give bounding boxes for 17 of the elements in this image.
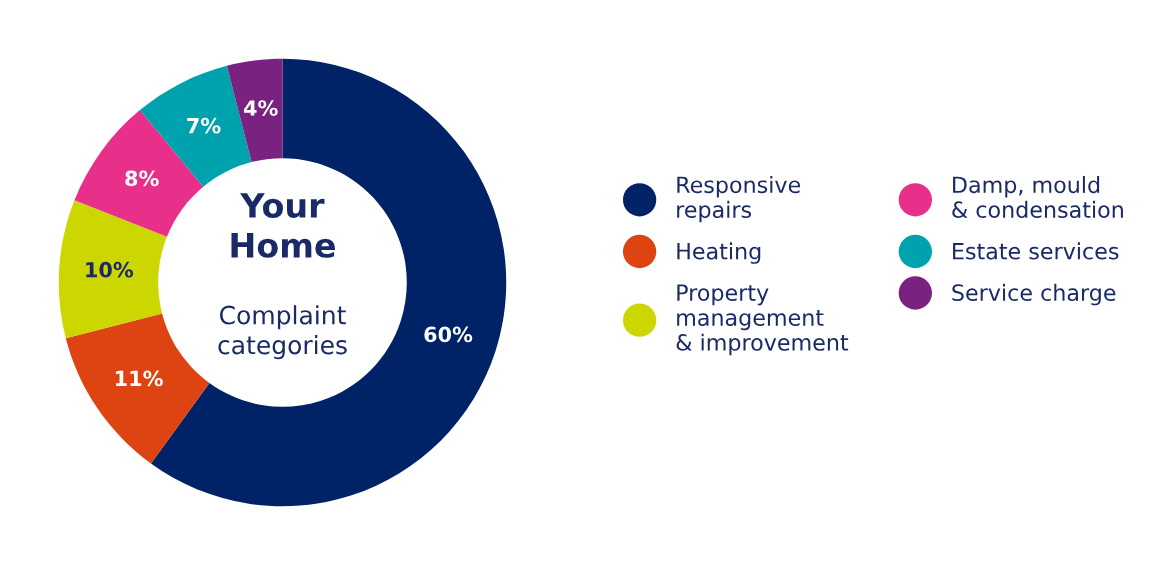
donut-slice (226, 58, 283, 163)
donut-slice (58, 200, 167, 339)
data-label: 11% (115, 370, 163, 387)
data-label: 10% (86, 261, 134, 278)
legend-label: Heating (677, 242, 761, 264)
legend-label: Damp, mould & condensation (952, 175, 1123, 219)
data-label: 7% (187, 117, 221, 134)
legend-label: Estate services (953, 242, 1119, 260)
legend-label: Responsive repairs (677, 175, 801, 223)
legend-label: Property management & improvement (676, 284, 849, 356)
data-label: 8% (125, 170, 159, 187)
data-label: 4% (243, 100, 278, 116)
text: Complaint categories (218, 305, 347, 360)
legend-label: Service charge (952, 283, 1116, 306)
donut-slice (65, 313, 210, 464)
data-label: 60% (424, 326, 473, 343)
text: Your Home (231, 193, 335, 258)
